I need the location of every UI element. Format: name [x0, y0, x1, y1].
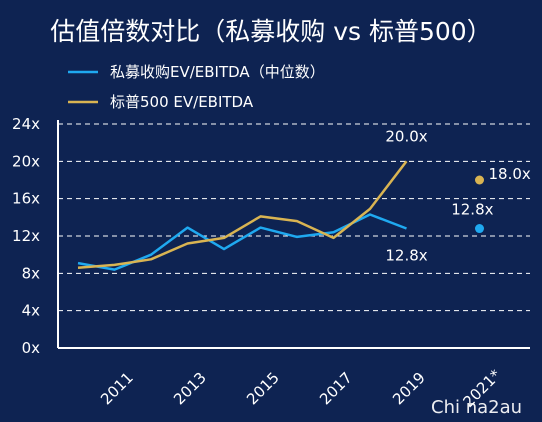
- y-tick-label: 12x: [12, 227, 40, 245]
- x-tick-label: 2015: [243, 369, 283, 409]
- y-tick-label: 4x: [22, 302, 41, 320]
- annotations: 12.8x 18.0x 20.0x 12.8x: [385, 127, 531, 264]
- y-tick-label: 20x: [12, 152, 40, 170]
- x-tick-label: 2017: [316, 369, 356, 409]
- legend-label-pe: 私募收购EV/EBITDA（中位数）: [110, 63, 325, 81]
- legend-label-sp500: 标普500 EV/EBITDA: [110, 93, 254, 111]
- x-tick-label: 2013: [170, 369, 210, 409]
- point-2021-label-1: 18.0x: [489, 165, 531, 183]
- y-tick-label: 8x: [22, 264, 41, 282]
- y-axis-ticks: 0x 4x 8x 12x 16x 20x 24x: [12, 115, 40, 357]
- x-tick-label: 2011: [97, 369, 137, 409]
- y-tick-label: 24x: [12, 115, 40, 133]
- annotation-0: 20.0x: [385, 127, 427, 145]
- axes: [57, 120, 530, 349]
- chart-title: 估值倍数对比（私募收购 vs 标普500）: [50, 17, 491, 46]
- series-line-1: [77, 160, 408, 269]
- point-2021-0: [475, 224, 484, 234]
- y-tick-label: 0x: [22, 339, 41, 357]
- point-2021-label-0: 12.8x: [451, 201, 493, 219]
- legend: 私募收购EV/EBITDA（中位数） 标普500 EV/EBITDA: [68, 63, 325, 111]
- y-tick-label: 16x: [12, 190, 40, 208]
- x-tick-label: 2019: [389, 369, 429, 409]
- watermark: Chi na2au: [431, 397, 522, 418]
- annotation-1: 12.8x: [385, 247, 427, 265]
- point-2021-1: [475, 175, 484, 185]
- series-layer: [77, 160, 408, 271]
- series-line-0: [77, 213, 407, 271]
